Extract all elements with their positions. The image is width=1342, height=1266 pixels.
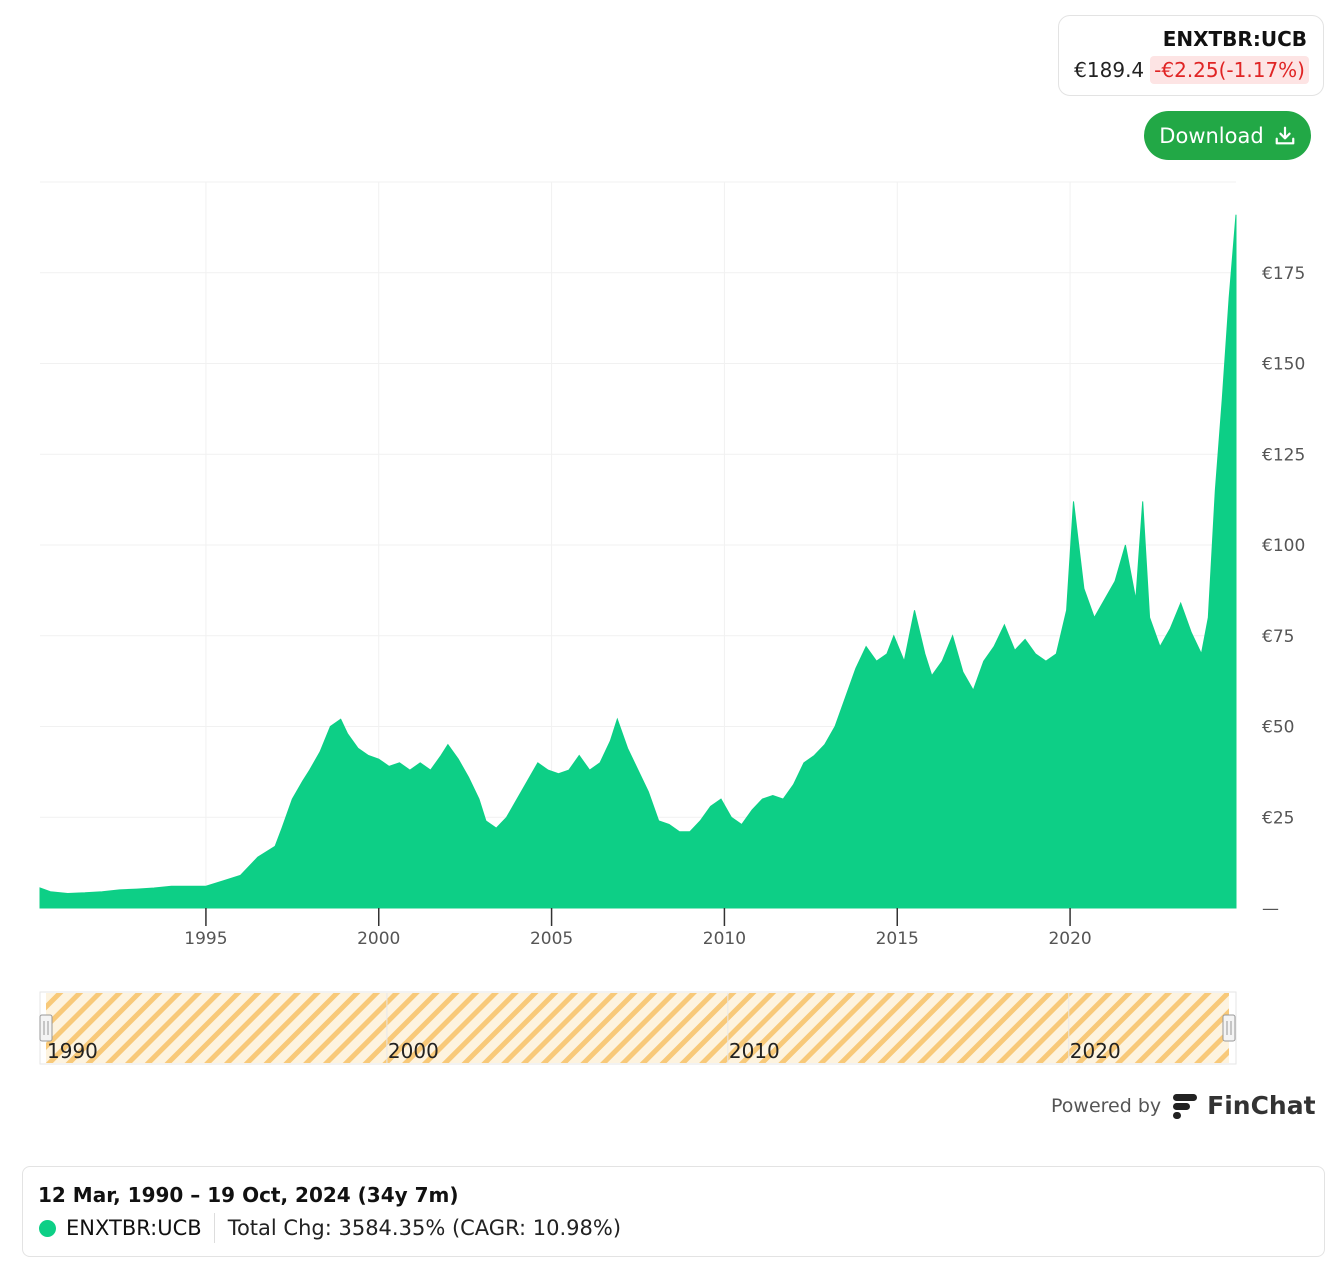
navigator-labels: 1990 2000 2010 2020 xyxy=(47,1039,1121,1063)
x-tick-label: 2000 xyxy=(357,929,400,949)
navigator-label: 2010 xyxy=(729,1039,780,1063)
chart-area-layer xyxy=(39,214,1237,909)
y-tick-label: — xyxy=(1262,899,1279,919)
y-tick-label: €100 xyxy=(1262,536,1305,556)
finchat-logo-icon xyxy=(1173,1093,1198,1119)
price-chart[interactable]: 1995 2000 2005 2010 2015 2020 — €25 €50 €75 €100 €… xyxy=(0,0,1342,1080)
powered-by-text: Powered by xyxy=(1051,1094,1162,1117)
date-range: 12 Mar, 1990 – 19 Oct, 2024 (34y 7m) xyxy=(38,1183,459,1207)
summary-legend-row: ENXTBR:UCB Total Chg: 3584.35% (CAGR: 10… xyxy=(39,1213,621,1243)
range-navigator[interactable]: 1990 2000 2010 2020 xyxy=(39,991,1237,1065)
y-tick-label: €125 xyxy=(1262,445,1305,465)
y-tick-label: €50 xyxy=(1262,718,1294,738)
ticker-card: ENXTBR:UCB €189.4 -€2.25(-1.17%) xyxy=(1058,15,1324,96)
ticker-symbol: ENXTBR:UCB xyxy=(1162,27,1307,51)
y-tick-label: €25 xyxy=(1262,808,1294,828)
legend-stats: Total Chg: 3584.35% (CAGR: 10.98%) xyxy=(227,1216,622,1240)
summary-card: 12 Mar, 1990 – 19 Oct, 2024 (34y 7m) ENX… xyxy=(22,1166,1325,1257)
download-icon xyxy=(1275,126,1295,144)
ticker-price: €189.4 xyxy=(1074,58,1145,82)
x-tick-label: 2005 xyxy=(530,929,573,949)
navigator-label: 2000 xyxy=(388,1039,439,1063)
finchat-logo[interactable]: FinChat xyxy=(1171,1091,1316,1120)
y-tick-label: €175 xyxy=(1262,264,1305,284)
download-button[interactable]: Download xyxy=(1144,111,1311,160)
download-button-label: Download xyxy=(1159,123,1264,148)
navigator-label: 2020 xyxy=(1070,1039,1121,1063)
ticker-change-badge: -€2.25(-1.17%) xyxy=(1150,56,1309,84)
powered-by[interactable]: Powered by FinChat xyxy=(1051,1091,1316,1120)
x-axis: 1995 2000 2005 2010 2015 2020 xyxy=(184,908,1092,949)
y-tick-label: €150 xyxy=(1262,355,1305,375)
navigator-left-handle[interactable] xyxy=(39,1014,53,1042)
finchat-brand-name: FinChat xyxy=(1207,1091,1316,1120)
navigator-right-handle[interactable] xyxy=(1222,1014,1236,1042)
navigator-dividers xyxy=(386,993,1070,1063)
y-tick-label: €75 xyxy=(1262,627,1294,647)
price-area-series xyxy=(39,214,1237,909)
x-tick-label: 2020 xyxy=(1048,929,1091,949)
x-tick-label: 1995 xyxy=(184,929,227,949)
x-tick-label: 2010 xyxy=(703,929,746,949)
x-tick-label: 2015 xyxy=(876,929,919,949)
ticker-quote: €189.4 -€2.25(-1.17%) xyxy=(1074,56,1309,84)
navigator-selection[interactable] xyxy=(46,993,1229,1063)
navigator-label: 1990 xyxy=(47,1039,98,1063)
legend-dot xyxy=(39,1219,56,1237)
legend-series-name: ENXTBR:UCB xyxy=(66,1213,215,1243)
y-axis: — €25 €50 €75 €100 €125 €150 €175 xyxy=(1262,264,1305,919)
